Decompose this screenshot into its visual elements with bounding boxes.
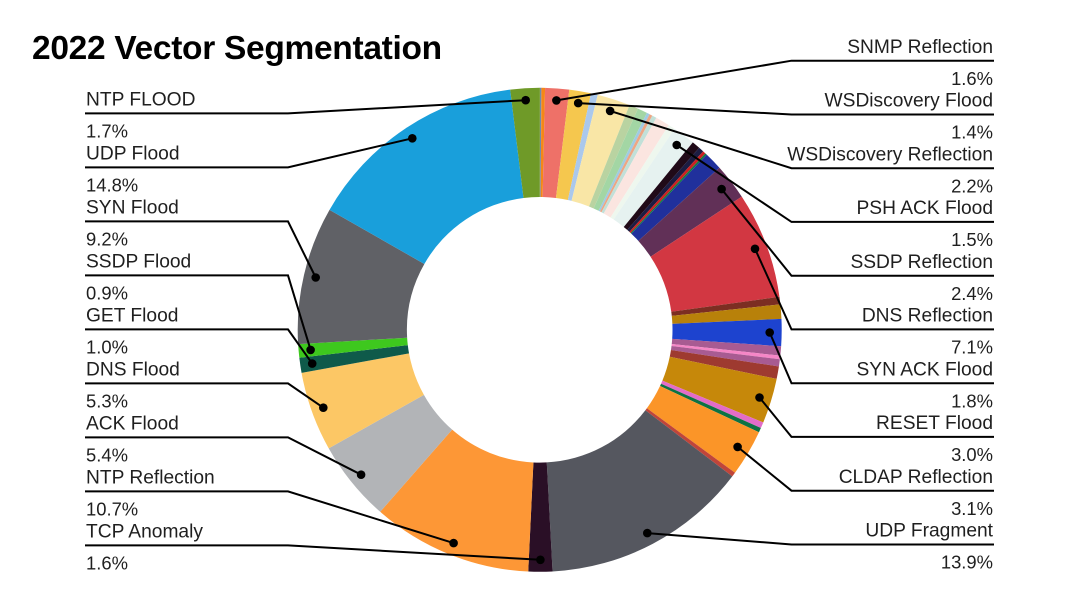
svg-text:13.9%: 13.9% [941,552,993,573]
svg-text:2.4%: 2.4% [951,283,993,304]
svg-text:3.0%: 3.0% [951,444,993,465]
svg-text:GET Flood: GET Flood [86,306,178,327]
svg-text:NTP FLOOD: NTP FLOOD [86,90,195,111]
svg-text:3.1%: 3.1% [951,498,993,519]
svg-text:9.2%: 9.2% [86,229,128,250]
svg-text:10.7%: 10.7% [86,499,138,520]
svg-text:PSH ACK Flood: PSH ACK Flood [856,198,993,219]
svg-text:7.1%: 7.1% [951,337,993,358]
svg-text:SSDP Reflection: SSDP Reflection [850,252,993,273]
svg-text:SYN ACK Flood: SYN ACK Flood [856,359,993,380]
svg-text:1.6%: 1.6% [86,553,128,574]
svg-text:5.3%: 5.3% [86,391,128,412]
svg-text:5.4%: 5.4% [86,445,128,466]
svg-text:SYN Flood: SYN Flood [86,198,179,219]
svg-text:UDP Flood: UDP Flood [86,144,180,165]
svg-text:CLDAP Reflection: CLDAP Reflection [839,467,993,488]
svg-text:UDP Fragment: UDP Fragment [865,521,993,542]
svg-text:NTP Reflection: NTP Reflection [86,468,215,489]
svg-text:1.5%: 1.5% [951,229,993,250]
svg-text:DNS Flood: DNS Flood [86,360,180,381]
svg-text:RESET Flood: RESET Flood [876,413,993,434]
svg-text:14.8%: 14.8% [86,175,138,196]
svg-text:1.0%: 1.0% [86,337,128,358]
svg-text:DNS Reflection: DNS Reflection [862,306,993,327]
svg-text:2.2%: 2.2% [951,175,993,196]
svg-text:SNMP Reflection: SNMP Reflection [847,37,993,58]
svg-text:2022 Vector Segmentation: 2022 Vector Segmentation [32,30,442,67]
svg-text:1.4%: 1.4% [951,122,993,143]
svg-text:1.7%: 1.7% [86,121,128,142]
svg-text:1.8%: 1.8% [951,390,993,411]
svg-text:WSDiscovery Flood: WSDiscovery Flood [825,91,993,112]
svg-text:1.6%: 1.6% [951,68,993,89]
svg-text:TCP Anomaly: TCP Anomaly [86,522,203,543]
svg-text:ACK Flood: ACK Flood [86,414,179,435]
svg-text:SSDP Flood: SSDP Flood [86,252,191,273]
svg-text:0.9%: 0.9% [86,283,128,304]
svg-text:WSDiscovery Reflection: WSDiscovery Reflection [787,144,993,165]
